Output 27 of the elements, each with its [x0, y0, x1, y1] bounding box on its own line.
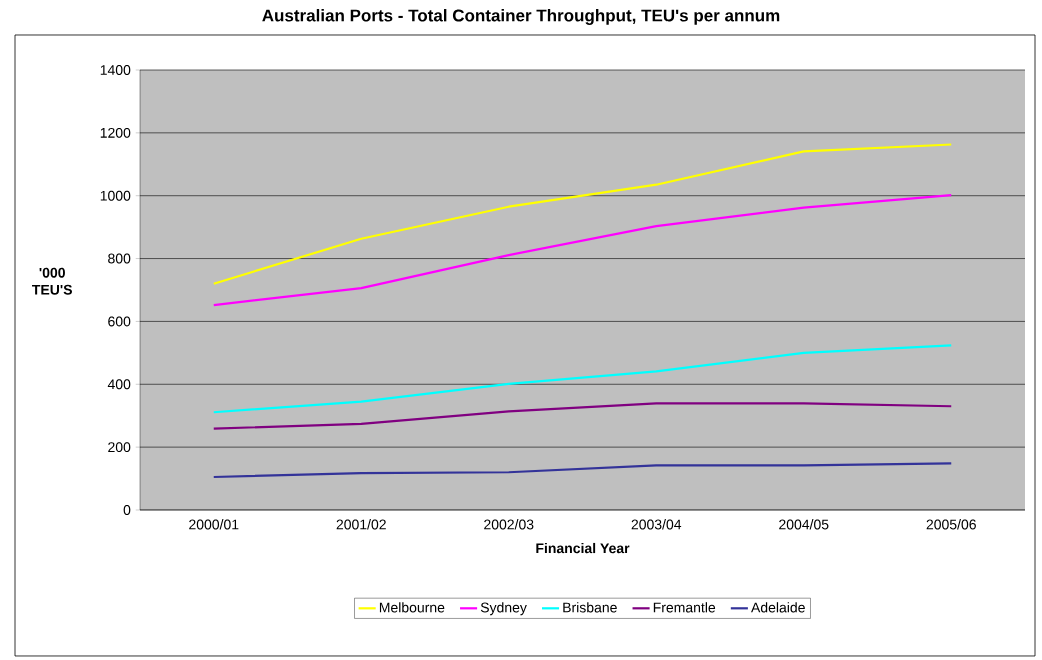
- x-tick-label: 2003/04: [631, 519, 682, 530]
- x-tick-label: 2000/01: [189, 519, 239, 530]
- legend-label: Brisbane: [563, 602, 617, 613]
- y-tick-label: 800: [108, 253, 131, 264]
- y-tick-label: 400: [107, 379, 131, 390]
- x-tick-label: 2002/03: [484, 519, 534, 530]
- x-tick-label: 2001/02: [336, 519, 386, 530]
- line-series: [212, 462, 953, 479]
- line-series: [212, 143, 953, 285]
- y-tick-label: 1200: [100, 127, 131, 138]
- legend-label: Fremantle: [653, 602, 716, 613]
- y-tick-label: 1000: [100, 190, 131, 201]
- line-series: [212, 193, 953, 307]
- y-tick-label: 0: [123, 505, 131, 515]
- legend-label: Sydney: [480, 602, 527, 616]
- y-tick-label: 1400: [100, 65, 131, 75]
- y-axis-title: '000 TEU'S: [32, 267, 72, 295]
- y-tick-label: 200: [108, 442, 131, 453]
- legend-label: Melbourne: [379, 602, 445, 613]
- y-tick-label: 600: [108, 316, 131, 327]
- x-tick-label: 2005/06: [926, 519, 976, 530]
- x-tick-label: 2004/05: [779, 519, 829, 530]
- line-series: [212, 344, 953, 414]
- x-axis-title: Financial Year: [536, 542, 630, 554]
- legend-label: Adelaide: [751, 602, 805, 613]
- chart-title: Australian Ports - Total Container Throughput, TEU's per annum: [262, 9, 780, 25]
- line-series: [212, 402, 953, 430]
